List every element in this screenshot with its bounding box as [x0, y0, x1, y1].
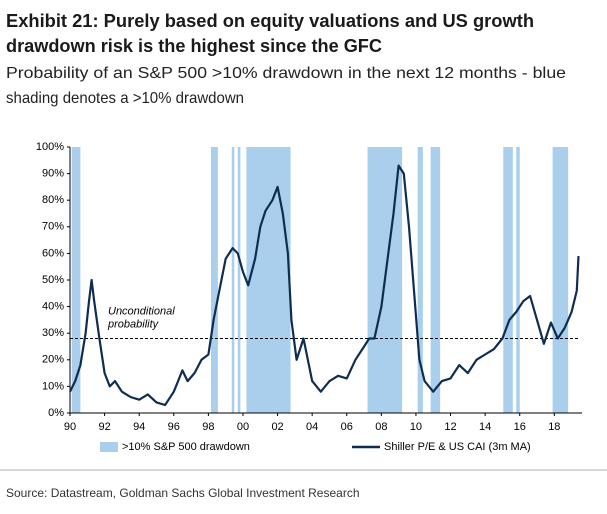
- drawdown-shading: [552, 147, 569, 413]
- x-tick-label: 92: [98, 421, 110, 433]
- reference-label: probability: [107, 318, 160, 330]
- y-tick-label: 100%: [36, 141, 64, 153]
- source-note: Source: Datastream, Goldman Sachs Global…: [6, 486, 360, 500]
- drawdown-shading: [237, 147, 241, 413]
- x-tick-label: 16: [514, 421, 526, 433]
- drawdown-shading: [503, 147, 513, 413]
- x-tick-label: 12: [444, 421, 456, 433]
- x-tick-label: 04: [306, 421, 318, 433]
- y-tick-label: 80%: [42, 194, 64, 206]
- x-tick-label: 94: [133, 421, 145, 433]
- chart-subtitle: shading denotes a >10% drawdown: [6, 90, 244, 107]
- x-tick-label: 90: [64, 421, 76, 433]
- chart-title: Exhibit 21: Purely based on equity valua…: [6, 11, 534, 31]
- y-tick-label: 10%: [42, 380, 64, 392]
- drawdown-shading: [71, 147, 81, 413]
- drawdown-shading: [231, 147, 235, 413]
- x-tick-label: 18: [548, 421, 560, 433]
- x-tick-label: 10: [410, 421, 422, 433]
- y-tick-label: 90%: [42, 168, 64, 180]
- y-tick-label: 0%: [48, 407, 64, 419]
- legend-label: >10% S&P 500 drawdown: [122, 441, 250, 453]
- x-tick-label: 08: [375, 421, 387, 433]
- x-tick-label: 00: [237, 421, 249, 433]
- x-tick-label: 98: [202, 421, 214, 433]
- y-tick-label: 60%: [42, 247, 64, 259]
- legend-swatch: [100, 442, 118, 452]
- y-tick-label: 30%: [42, 327, 64, 339]
- drawdown-shading: [516, 147, 520, 413]
- x-tick-label: 14: [479, 421, 491, 433]
- y-tick-label: 70%: [42, 221, 64, 233]
- drawdown-shading: [210, 147, 218, 413]
- x-tick-label: 96: [168, 421, 180, 433]
- y-tick-label: 20%: [42, 354, 64, 366]
- x-tick-label: 02: [271, 421, 283, 433]
- y-tick-label: 40%: [42, 301, 64, 313]
- legend-label: Shiller P/E & US CAI (3m MA): [384, 441, 531, 453]
- drawdown-shading: [417, 147, 423, 413]
- reference-label: Unconditional: [108, 305, 175, 317]
- y-tick-label: 50%: [42, 274, 64, 286]
- x-tick-label: 06: [341, 421, 353, 433]
- chart-title: drawdown risk is the highest since the G…: [6, 36, 382, 56]
- drawdown-shading: [430, 147, 441, 413]
- drawdown-shading: [246, 147, 291, 413]
- chart-subtitle: Probability of an S&P 500 >10% drawdown …: [6, 65, 566, 82]
- data-line: [69, 164, 580, 407]
